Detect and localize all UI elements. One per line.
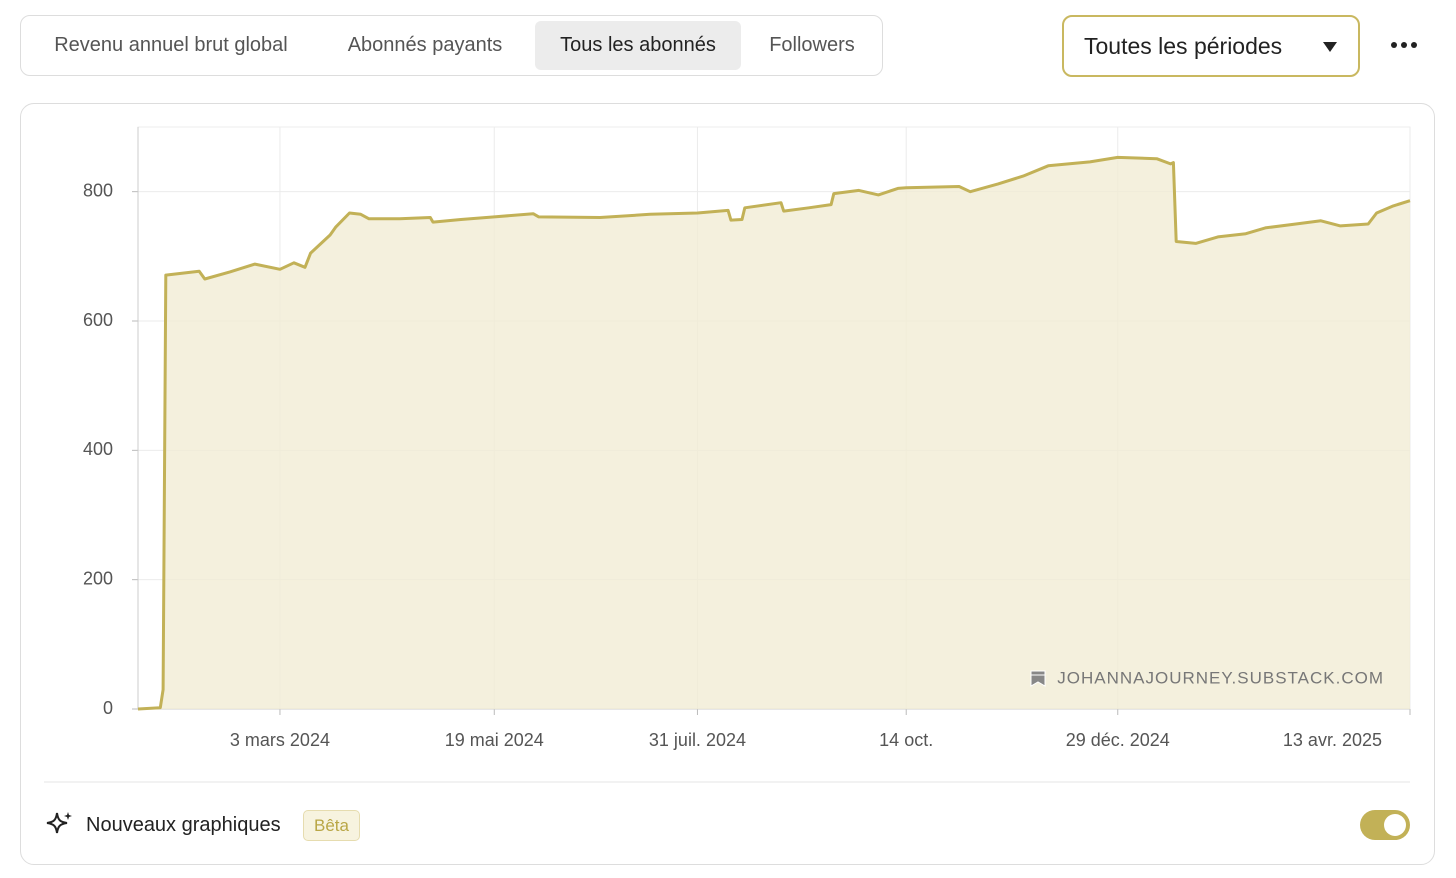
- x-tick-label: 13 avr. 2025: [1283, 730, 1382, 750]
- tab[interactable]: Revenu annuel brut global: [54, 34, 288, 56]
- x-tick-label: 29 déc. 2024: [1066, 730, 1170, 750]
- x-tick-label: 3 mars 2024: [230, 730, 330, 750]
- tab[interactable]: Abonnés payants: [347, 34, 503, 56]
- tab-active[interactable]: Tous les abonnés: [535, 21, 741, 70]
- line: [137, 155, 1411, 711]
- tab[interactable]: Followers: [769, 34, 855, 56]
- x-tick-label: 14 oct.: [879, 730, 933, 750]
- x-tick-label: 31 juil. 2024: [649, 730, 746, 750]
- dropdown-arrow: [1323, 42, 1337, 52]
- sparkle-icon: [46, 812, 72, 834]
- area-fill: [138, 157, 1410, 709]
- toggle[interactable]: [1359, 809, 1411, 841]
- watermark-icon: [1030, 670, 1046, 687]
- tab-bar: Revenu annuel brut global Abonnés payant…: [20, 15, 883, 76]
- y-tick-label: 200: [83, 568, 113, 588]
- y-tick-label: 600: [83, 310, 113, 330]
- watermark: JOHANNAJOURNEY.SUBSTACK.COM: [1057, 668, 1384, 687]
- x-tick-label: 19 mai 2024: [445, 730, 544, 750]
- chart-card: [20, 103, 1435, 865]
- period-dropdown[interactable]: Toutes les périodes: [1062, 15, 1360, 77]
- beta-badge: Bêta: [303, 810, 360, 841]
- y-tick-label: 0: [103, 698, 113, 718]
- y-tick-label: 400: [83, 439, 113, 459]
- y-tick-label: 800: [83, 180, 113, 200]
- dropdown-label: Toutes les périodes: [1084, 33, 1283, 59]
- more-menu[interactable]: [1390, 40, 1420, 50]
- footer-label: Nouveaux graphiques: [86, 814, 281, 836]
